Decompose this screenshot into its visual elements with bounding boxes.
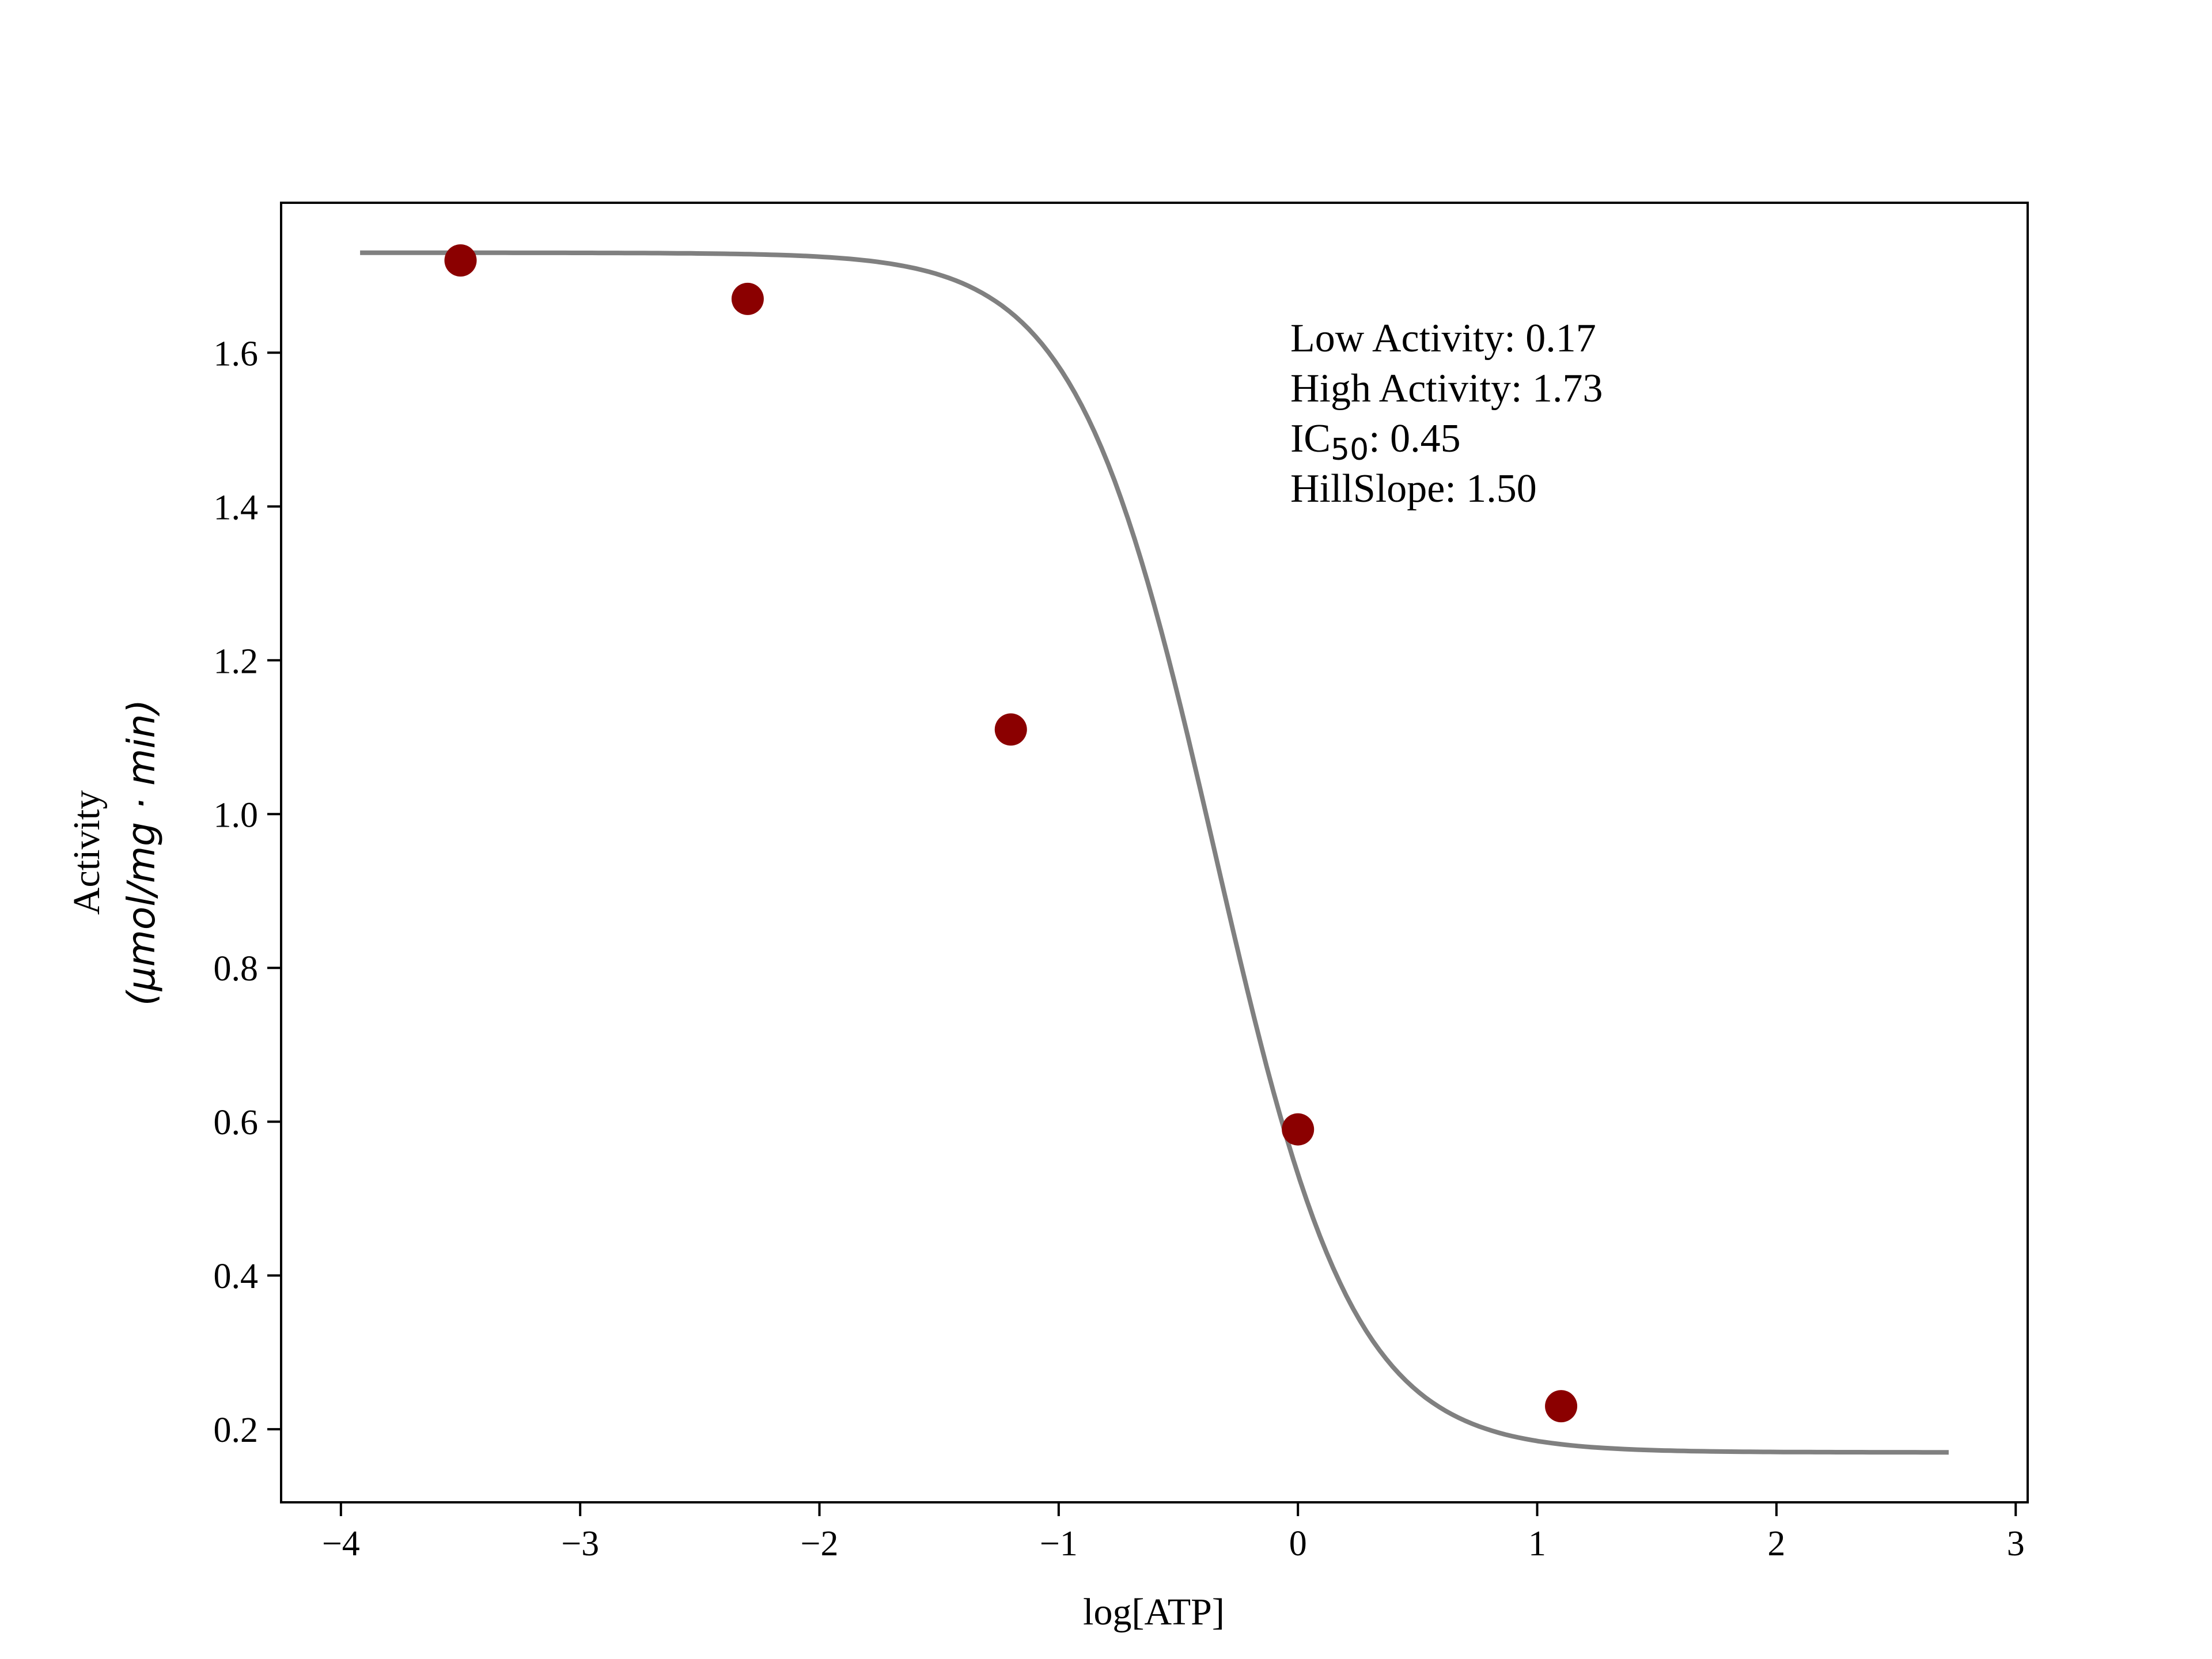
x-tick-label: −1 (1040, 1524, 1078, 1563)
axes-frame (280, 202, 2029, 1503)
y-tick-label: 0.8 (214, 949, 259, 988)
y-tick-label: 1.2 (214, 642, 259, 681)
x-tick-label: 3 (2007, 1524, 2025, 1563)
x-tick-label: −2 (801, 1524, 839, 1563)
x-tick-label: −4 (322, 1524, 360, 1563)
annotation-ic50-subscript: 50 (1331, 433, 1369, 467)
annotation-low-activity: Low Activity: 0.17 (1290, 316, 1596, 361)
y-tick-label: 0.4 (214, 1257, 259, 1296)
x-axis-label: log[ATP] (1083, 1591, 1225, 1633)
data-point (994, 713, 1027, 746)
data-point (1545, 1390, 1578, 1423)
annotation-ic50: IC50: 0.45 (1290, 416, 1461, 467)
fit-parameters-annotation: Low Activity: 0.17 High Activity: 1.73 I… (1290, 316, 1603, 511)
annotation-hillslope: HillSlope: 1.50 (1290, 467, 1537, 511)
y-tick-label: 1.6 (214, 334, 259, 373)
annotation-ic50-suffix: : 0.45 (1369, 416, 1460, 461)
fit-curve (360, 250, 1949, 1455)
x-tick-label: 1 (1528, 1524, 1546, 1563)
y-axis-label-line1: Activity (66, 790, 108, 915)
fit-curve-layer (360, 250, 1949, 1455)
y-axis-label-units: (μmol/mg · min) (119, 699, 164, 1006)
x-tick-label: −3 (561, 1524, 599, 1563)
annotation-high-activity: High Activity: 1.73 (1290, 366, 1603, 411)
y-tick-label: 1.0 (214, 796, 259, 835)
plot-area-border (280, 202, 2029, 1503)
data-point (444, 244, 477, 277)
x-tick-label: 0 (1289, 1524, 1307, 1563)
x-tick-label: 2 (1767, 1524, 1785, 1563)
annotation-ic50-prefix: IC (1290, 416, 1331, 461)
y-tick-label: 1.4 (214, 488, 259, 527)
y-tick-label: 0.2 (214, 1411, 259, 1450)
x-axis-ticks: −4 −3 −2 −1 0 1 2 3 (322, 1502, 2025, 1563)
y-tick-label: 0.6 (214, 1103, 259, 1142)
data-point (1282, 1113, 1315, 1146)
data-points-layer (444, 244, 1578, 1423)
data-point (731, 282, 764, 315)
y-axis-ticks: 0.2 0.4 0.6 0.8 1.0 1.2 1.4 1.6 (214, 334, 281, 1450)
